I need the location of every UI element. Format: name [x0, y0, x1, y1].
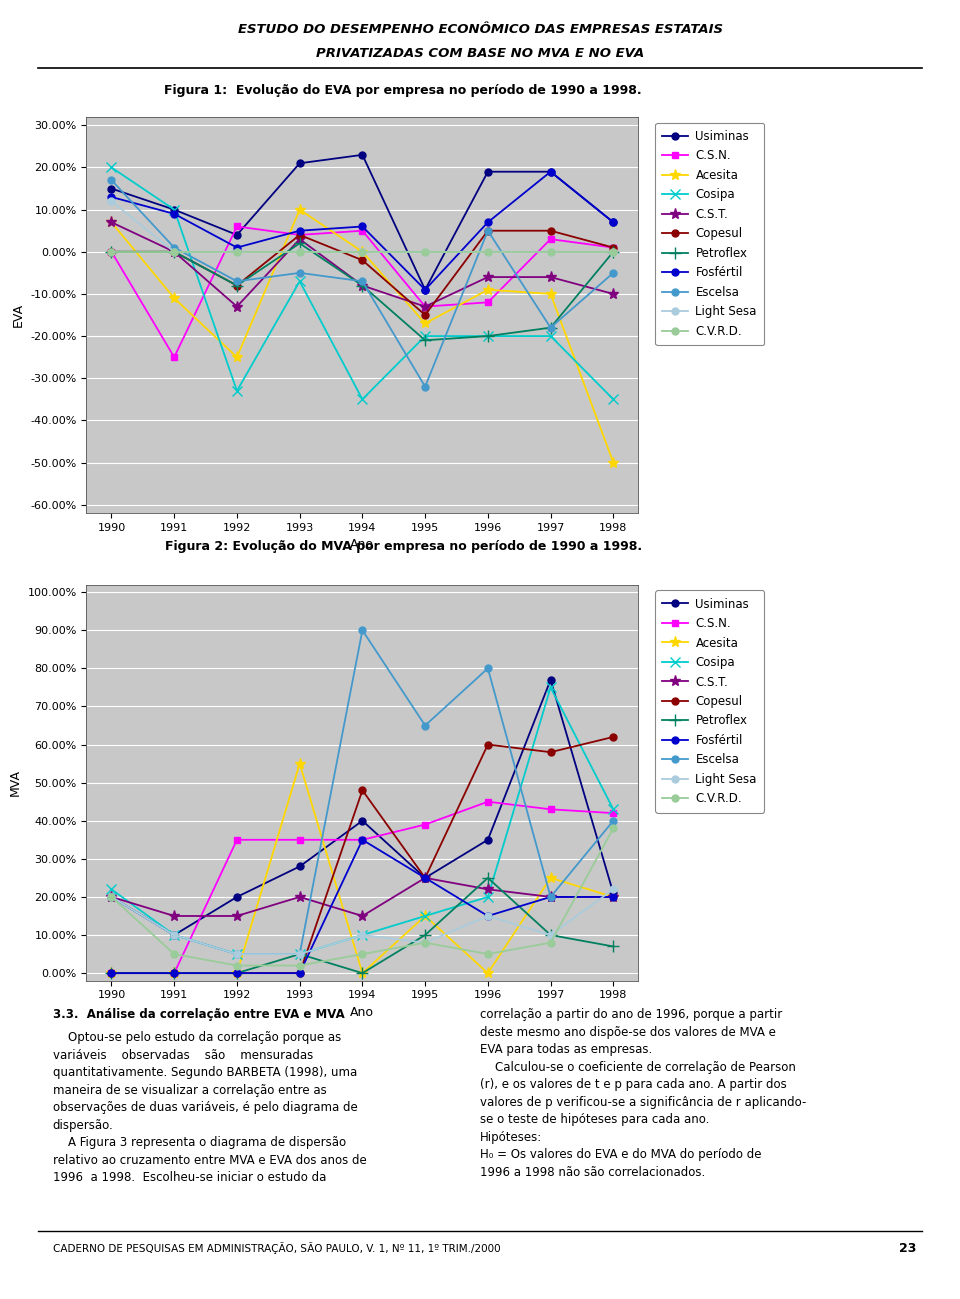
Text: correlação a partir do ano de 1996, porque a partir
deste mesmo ano dispõe-se do: correlação a partir do ano de 1996, porq… — [480, 1008, 806, 1178]
Text: 3.3.  Análise da correlação entre EVA e MVA: 3.3. Análise da correlação entre EVA e M… — [53, 1008, 345, 1021]
Text: Optou-se pelo estudo da correlação porque as
variáveis    observadas    são    m: Optou-se pelo estudo da correlação porqu… — [53, 1031, 367, 1185]
Text: ESTUDO DO DESEMPENHO ECONÔMICO DAS EMPRESAS ESTATAIS: ESTUDO DO DESEMPENHO ECONÔMICO DAS EMPRE… — [237, 23, 723, 36]
X-axis label: Ano: Ano — [350, 538, 374, 551]
X-axis label: Ano: Ano — [350, 1005, 374, 1018]
Legend: Usiminas, C.S.N., Acesita, Cosipa, C.S.T., Copesul, Petroflex, Fosfértil, Escels: Usiminas, C.S.N., Acesita, Cosipa, C.S.T… — [656, 123, 764, 346]
Text: Figura 1:  Evolução do EVA por empresa no período de 1990 a 1998.: Figura 1: Evolução do EVA por empresa no… — [164, 84, 642, 97]
Legend: Usiminas, C.S.N., Acesita, Cosipa, C.S.T., Copesul, Petroflex, Fosfértil, Escels: Usiminas, C.S.N., Acesita, Cosipa, C.S.T… — [656, 591, 764, 813]
Y-axis label: EVA: EVA — [12, 303, 25, 327]
Text: 23: 23 — [900, 1242, 917, 1255]
Y-axis label: MVA: MVA — [9, 769, 22, 796]
Text: Figura 2: Evolução do MVA por empresa no período de 1990 a 1998.: Figura 2: Evolução do MVA por empresa no… — [164, 540, 642, 553]
Text: PRIVATIZADAS COM BASE NO MVA E NO EVA: PRIVATIZADAS COM BASE NO MVA E NO EVA — [316, 47, 644, 60]
Text: CADERNO DE PESQUISAS EM ADMINISTRAÇÃO, SÃO PAULO, V. 1, Nº 11, 1º TRIM./2000: CADERNO DE PESQUISAS EM ADMINISTRAÇÃO, S… — [53, 1242, 500, 1254]
